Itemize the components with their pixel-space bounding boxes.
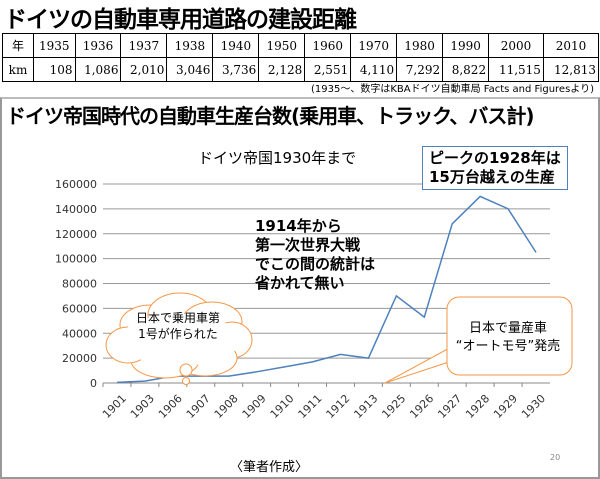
otomo-callout-text: 日本で量産車 “オートモ号”発売 [448, 320, 568, 356]
source-note: (1935～、数字はKBAドイツ自動車局 Facts and Figuresより… [311, 84, 594, 95]
x-tick-label: 1926 [407, 392, 436, 421]
x-tick-label: 1927 [435, 392, 464, 421]
cloud-line: 日本で乗用車第 [135, 311, 220, 325]
row-label-year: 年 [2, 33, 34, 58]
x-tick-label: 1925 [379, 392, 408, 421]
war-annotation: 1914年から 第一次世界大戦 でこの間の統計は 省かれて無い [255, 217, 375, 293]
chart-title: ドイツ帝国1930年まで [198, 149, 357, 167]
y-tick-label: 120000 [55, 228, 97, 241]
y-tick-label: 80000 [62, 278, 97, 291]
y-tick-label: 40000 [62, 327, 97, 340]
x-tick-label: 1907 [184, 392, 213, 421]
x-tick-label: 1909 [240, 392, 269, 421]
page-title: ドイツの自動車専用道路の建設距離 [4, 7, 357, 33]
war-line: でこの間の統計は [255, 255, 376, 273]
peak-annotation: ピークの1928年は 15万台越えの生産 [422, 146, 568, 190]
cloud-bubble [182, 377, 190, 385]
y-tick-label: 20000 [62, 352, 97, 365]
footer-credit: 〈筆者作成〉 [230, 460, 309, 475]
year-cell: 2000 [488, 33, 544, 58]
y-tick-label: 100000 [55, 253, 97, 266]
year-cell: 1935 [33, 33, 76, 58]
x-tick-label: 1928 [463, 392, 492, 421]
km-cell: 7,292 [396, 57, 444, 82]
y-tick-label: 160000 [55, 178, 97, 191]
otomo-line: 日本で量産車 [468, 321, 547, 336]
km-cell: 2,128 [258, 57, 306, 82]
year-cell: 1970 [350, 33, 398, 58]
peak-line-1: ピークの1928年は [429, 149, 561, 167]
x-tick-label: 1901 [100, 392, 129, 421]
km-cell: 2,010 [120, 57, 168, 82]
x-tick-label: 1903 [128, 392, 157, 421]
km-cell: 3,046 [166, 57, 214, 82]
war-line: 1914年から [255, 217, 342, 235]
x-tick-label: 1911 [296, 392, 325, 421]
cloud-fill [120, 314, 240, 366]
year-cell: 1938 [166, 33, 214, 58]
war-line: 省かれて無い [255, 274, 345, 292]
otomo-line: “オートモ号”発売 [455, 339, 561, 354]
otomo-callout-box [446, 296, 573, 376]
year-cell: 1936 [74, 33, 122, 58]
x-tick-label: 1906 [156, 392, 185, 421]
page-number: 20 [550, 453, 561, 462]
cloud-line: 1号が作られた [138, 327, 218, 341]
callout-pointer [384, 344, 456, 384]
km-cell: 3,736 [212, 57, 260, 82]
year-cell: 2010 [542, 33, 600, 58]
km-cell: 8,822 [442, 57, 490, 82]
x-tick-label: 1908 [212, 392, 241, 421]
autobahn-table: 年 1935 1936 1937 1938 1940 1950 1960 1970 1980 199… [2, 33, 600, 82]
year-cell: 1990 [442, 33, 490, 58]
year-cell: 1950 [258, 33, 306, 58]
y-tick-label: 0 [90, 377, 97, 390]
x-tick-label: 1910 [268, 392, 297, 421]
y-tick-label: 140000 [55, 203, 97, 216]
km-cell: 1,086 [74, 57, 122, 82]
x-tick-label: 1913 [351, 392, 380, 421]
cloud-callout-text: 日本で乗用車第 1号が作られた [118, 310, 238, 342]
x-tick-label: 1930 [519, 392, 548, 421]
x-tick-label: 1912 [323, 392, 352, 421]
x-tick-label: 1929 [491, 392, 520, 421]
km-cell: 11,515 [488, 57, 544, 82]
y-tick-label: 60000 [62, 302, 97, 315]
peak-line-2: 15万台越えの生産 [429, 168, 555, 186]
war-line: 第一次世界大戦 [255, 236, 361, 254]
slide-title: ドイツ帝国時代の自動車生産台数(乗用車、トラック、バス計) [6, 104, 534, 128]
km-cell: 4,110 [350, 57, 398, 82]
row-label-km: km [2, 57, 34, 82]
year-cell: 1980 [396, 33, 444, 58]
km-cell: 12,813 [542, 57, 600, 82]
cloud-bubble [179, 363, 193, 377]
